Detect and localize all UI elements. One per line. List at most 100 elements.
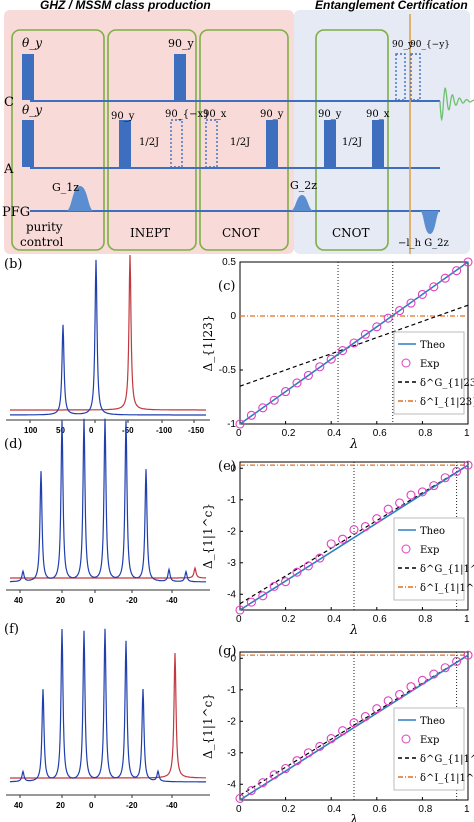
- exp-point-c: [360, 329, 370, 339]
- charts-group: 0 0.2 0.4 0.6 0.8 1 0.5 0 -0.5 -1 λ Δ_{1|23} Theo Exp…: [201, 257, 474, 822]
- gradient-g2: [290, 195, 314, 211]
- x-tick-label-c: 0.4: [327, 428, 341, 439]
- exp-point-g: [269, 770, 279, 780]
- exp-point-g: [440, 663, 450, 673]
- exp-point-c: [326, 354, 336, 364]
- exp-point-g: [395, 689, 405, 700]
- spectrum-tick-label-b: -50: [122, 426, 134, 435]
- spectrum-tick-label-f: -40: [166, 801, 178, 810]
- x-tick-label-c: 0.8: [418, 428, 432, 439]
- pulse-a-90y: [119, 120, 131, 167]
- panel-c-label: (c): [218, 279, 235, 294]
- block-boxes: [11, 29, 389, 251]
- spectrum-tick-label-f: -20: [126, 801, 138, 810]
- exp-point-c: [452, 266, 462, 276]
- legend-label-c: Exp: [420, 359, 439, 370]
- panel-e-label: (e): [218, 459, 236, 474]
- y-tick-label-c: 0: [230, 311, 236, 322]
- production-header: GHZ / MSSM class production: [40, 0, 211, 12]
- label-a-90y2: 90_y: [260, 109, 284, 120]
- exp-point-c: [292, 378, 302, 388]
- x-tick-label-g: 0.6: [373, 804, 387, 815]
- y-tick-label-e: -3: [227, 558, 236, 569]
- cnot-box-2: [315, 29, 389, 251]
- exp-point-c: [406, 298, 416, 308]
- legend-label-e: δ^I_{1|1^c}: [420, 583, 474, 594]
- block-purity-1: purity: [26, 220, 63, 234]
- y-tick-label-e: -2: [227, 526, 236, 537]
- legend-label-c: Theo: [420, 340, 445, 351]
- exp-point-g: [338, 726, 348, 736]
- exp-point-e: [292, 567, 302, 577]
- exp-point-e: [349, 525, 359, 535]
- exp-point-e: [429, 481, 439, 491]
- exp-point-g: [246, 786, 256, 796]
- exp-point-e: [315, 553, 325, 563]
- exp-point-c: [235, 419, 245, 429]
- label-theta-c: θ_y: [22, 36, 42, 50]
- exp-point-c: [440, 273, 450, 283]
- y-tick-label-c: 0.5: [222, 257, 236, 268]
- gradient-readout: [420, 211, 440, 234]
- label-a-90x2: 90_x: [366, 109, 390, 120]
- exp-point-e: [303, 561, 313, 571]
- spectrum-tick-label-f: 40: [14, 801, 23, 810]
- exp-point-c: [372, 322, 382, 332]
- exp-point-g: [406, 682, 416, 692]
- exp-point-g: [429, 669, 439, 679]
- spectrum-red-b: [10, 254, 206, 411]
- x-axis-label-c: λ: [349, 437, 358, 452]
- series-deltaG-g: [239, 654, 469, 796]
- spectrum-tick-label-b: 50: [56, 426, 65, 435]
- exp-point-g: [235, 793, 245, 803]
- pulse-a-90y3: [324, 120, 336, 167]
- panel-d-label: (d): [4, 437, 22, 452]
- pulse-theta-c: [22, 54, 34, 100]
- exp-point-c: [258, 403, 268, 413]
- c-pulses: [22, 54, 186, 100]
- label-theta-a: θ_y: [22, 103, 42, 117]
- exp-point-g: [417, 675, 427, 685]
- legend-label-e: Exp: [420, 545, 439, 556]
- exp-point-e: [258, 591, 268, 601]
- y-tick-label-g: -4: [227, 779, 236, 790]
- exp-point-c: [338, 346, 348, 356]
- x-tick-label-c: 0: [236, 428, 242, 439]
- block-purity-2: control: [20, 235, 63, 249]
- x-tick-label-g: 1: [464, 804, 470, 815]
- exp-point-c: [429, 282, 439, 292]
- legend-label-c: δ^I_{1|23}: [420, 397, 474, 408]
- spectrum-tick-label-d: 40: [14, 596, 23, 605]
- x-tick-label-c: 0.2: [282, 428, 296, 439]
- spectrum-red-d: [10, 566, 206, 579]
- x-tick-label-c: 1: [464, 428, 470, 439]
- exp-point-g: [315, 741, 325, 752]
- exp-point-e: [406, 490, 416, 500]
- exp-point-g: [303, 748, 313, 758]
- x-tick-label-e: 1: [464, 614, 470, 625]
- block-inept: INEPT: [130, 226, 170, 240]
- exp-point-e: [338, 534, 348, 544]
- x-tick-label-c: 0.6: [373, 428, 387, 439]
- label-a-90mx: 90_{−x}: [165, 109, 209, 120]
- spectrum-tick-label-b: -150: [188, 426, 205, 435]
- series-deltaG-c: [239, 304, 469, 387]
- channel-pfg-label: PFG: [2, 205, 30, 220]
- series-deltaG-e: [239, 464, 469, 605]
- x-tick-label-g: 0.4: [327, 804, 341, 815]
- legend-box-c: [393, 331, 465, 415]
- x-tick-label-g: 0.8: [418, 804, 432, 815]
- legend-label-g: Theo: [420, 716, 445, 727]
- spectrum-f: 40 20 0 -20 -40: [6, 628, 210, 810]
- channel-a-label: A: [3, 162, 14, 177]
- panel-b-label: (b): [4, 257, 22, 272]
- spectrum-red-f: [10, 652, 206, 779]
- y-axis-label-g: Δ_{1|1^c}: [201, 693, 215, 759]
- exp-point-e: [372, 514, 382, 524]
- spectrum-blue-d: [10, 418, 206, 583]
- x-tick-label-g: 0: [236, 804, 242, 815]
- pulse-a-90y2: [266, 120, 278, 167]
- label-half-2: 1/2J: [230, 137, 250, 148]
- x-tick-label-e: 0.2: [282, 614, 296, 625]
